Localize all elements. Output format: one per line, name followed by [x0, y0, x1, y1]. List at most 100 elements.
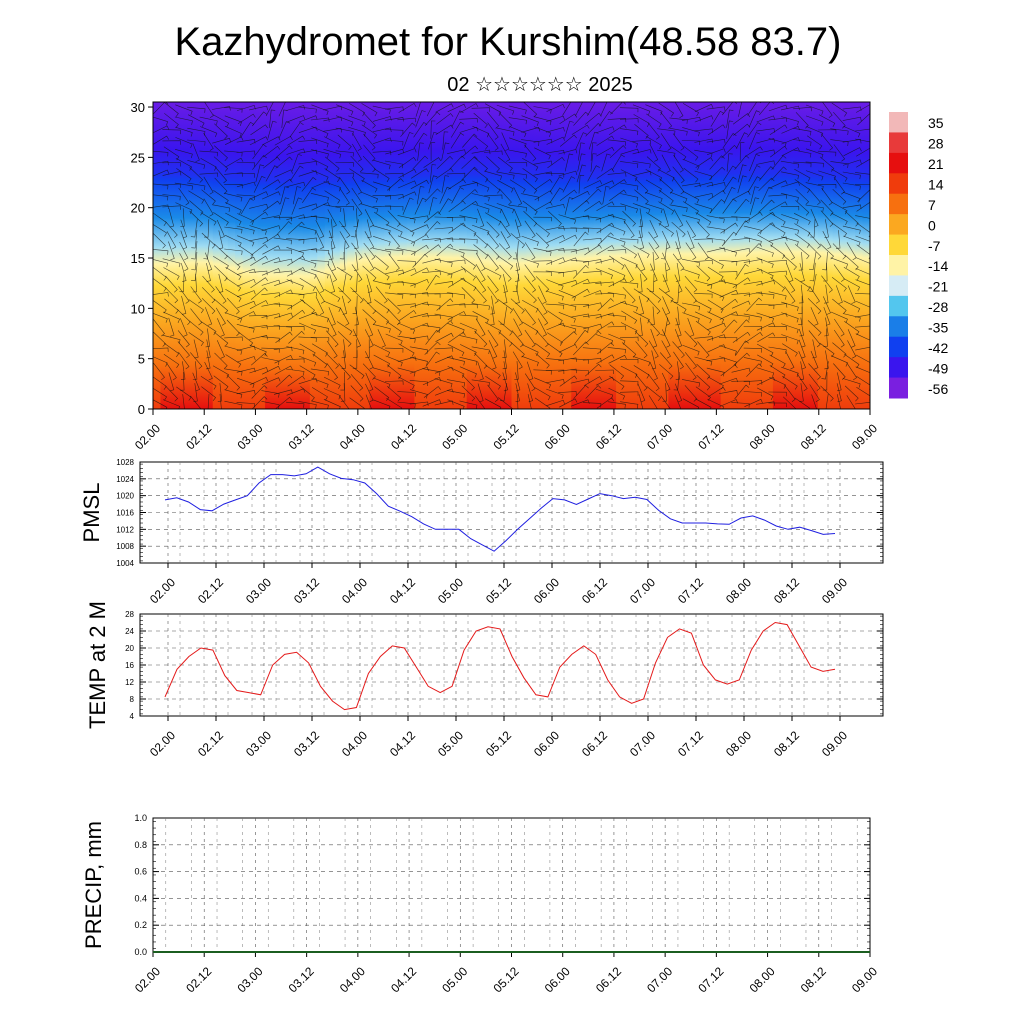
wind-barb [434, 258, 453, 267]
wind-barb [570, 313, 590, 319]
wind-barb [496, 104, 515, 115]
wind-barb [224, 248, 243, 256]
wind-barb [824, 284, 829, 304]
wind-barb [502, 361, 508, 381]
wind-barb [428, 175, 438, 194]
wind-barb [822, 102, 833, 118]
wind-barb [337, 134, 352, 150]
wind-barb [669, 117, 688, 124]
wind-barb [373, 168, 390, 183]
heatmap-column [235, 102, 244, 409]
wind-barb [310, 368, 330, 376]
wind-barb [756, 322, 776, 331]
wind-barb [397, 335, 416, 343]
wind-barb [187, 106, 206, 113]
wind-barb [415, 102, 421, 117]
wind-barb [660, 133, 672, 151]
wind-barb [214, 123, 228, 140]
wind-barb [721, 231, 737, 247]
wind-barb [237, 256, 256, 266]
wind-barb [707, 334, 726, 341]
colorbar-swatch [889, 377, 908, 399]
wind-barb [546, 104, 565, 112]
wind-barb [782, 254, 797, 271]
wind-barb [298, 257, 317, 268]
wind-barb [502, 284, 508, 304]
y-tick-label: 0.2 [134, 920, 147, 930]
wind-barb [743, 326, 762, 331]
wind-barb [274, 289, 293, 298]
y-tick-label: 12 [125, 678, 134, 687]
wind-barb [217, 318, 225, 337]
wind-barb [190, 219, 198, 238]
wind-barb [647, 122, 660, 140]
wind-barb [735, 340, 749, 356]
wind-barb [847, 329, 856, 348]
heatmap-column [563, 102, 572, 409]
wind-barb [748, 110, 761, 128]
heatmap-column [541, 102, 550, 409]
wind-barb [670, 146, 687, 161]
wind-barb [657, 169, 675, 182]
wind-barb [573, 111, 589, 126]
wind-barb [373, 377, 391, 389]
wind-barb [573, 231, 589, 247]
wind-barb [461, 156, 478, 169]
wind-barb [237, 279, 256, 287]
pmsl-series-line [164, 466, 836, 552]
wind-barb [608, 278, 627, 288]
wind-barb [596, 201, 615, 212]
wind-barb [488, 340, 498, 359]
wind-barb [771, 166, 787, 181]
wind-barb [687, 230, 695, 250]
wind-barb [694, 280, 713, 290]
wind-barb [361, 103, 378, 117]
wind-barb [659, 352, 673, 370]
wind-barb [179, 241, 189, 261]
wind-barb [635, 341, 648, 359]
wind-barb [423, 157, 442, 168]
wind-barb [278, 121, 291, 139]
wind-barb [672, 166, 685, 184]
wind-barb [435, 168, 454, 179]
wind-barb [372, 159, 391, 170]
wind-barb [685, 242, 697, 261]
wind-barb [508, 162, 528, 167]
wind-barb [756, 138, 776, 144]
x-tick-label: 04.12 [388, 964, 419, 995]
wind-barb [339, 187, 350, 206]
wind-barb [212, 137, 231, 144]
wind-barb [201, 232, 216, 249]
wind-barb [269, 109, 276, 128]
wind-barb [706, 367, 725, 377]
wind-barb [153, 299, 167, 314]
wind-barb [218, 273, 224, 293]
wind-barb [386, 364, 402, 380]
wind-barb [363, 133, 376, 151]
wind-barb [621, 244, 638, 259]
wind-barb [734, 220, 749, 236]
wind-barb [446, 292, 466, 299]
wind-barb [474, 352, 488, 369]
wind-barb [784, 275, 796, 293]
wind-barb [646, 386, 662, 401]
wind-barb [201, 287, 216, 304]
wind-barb [805, 182, 824, 191]
heatmap-column [735, 102, 744, 409]
wind-barb [328, 219, 334, 238]
wind-barb [249, 105, 268, 111]
heatmap-column [436, 102, 445, 409]
wind-barb [674, 383, 683, 403]
x-tick-label: 07.00 [627, 575, 658, 606]
wind-barb [201, 386, 217, 401]
wind-barb [731, 367, 751, 373]
wind-barb [620, 193, 639, 202]
wind-barb [286, 368, 305, 376]
wind-barb [487, 275, 499, 293]
wind-barb [609, 375, 625, 390]
x-tick-label: 05.00 [435, 728, 466, 759]
wind-barb [512, 351, 523, 370]
wind-barb [547, 332, 563, 346]
wind-barb [545, 173, 565, 178]
wind-barb [351, 219, 359, 238]
